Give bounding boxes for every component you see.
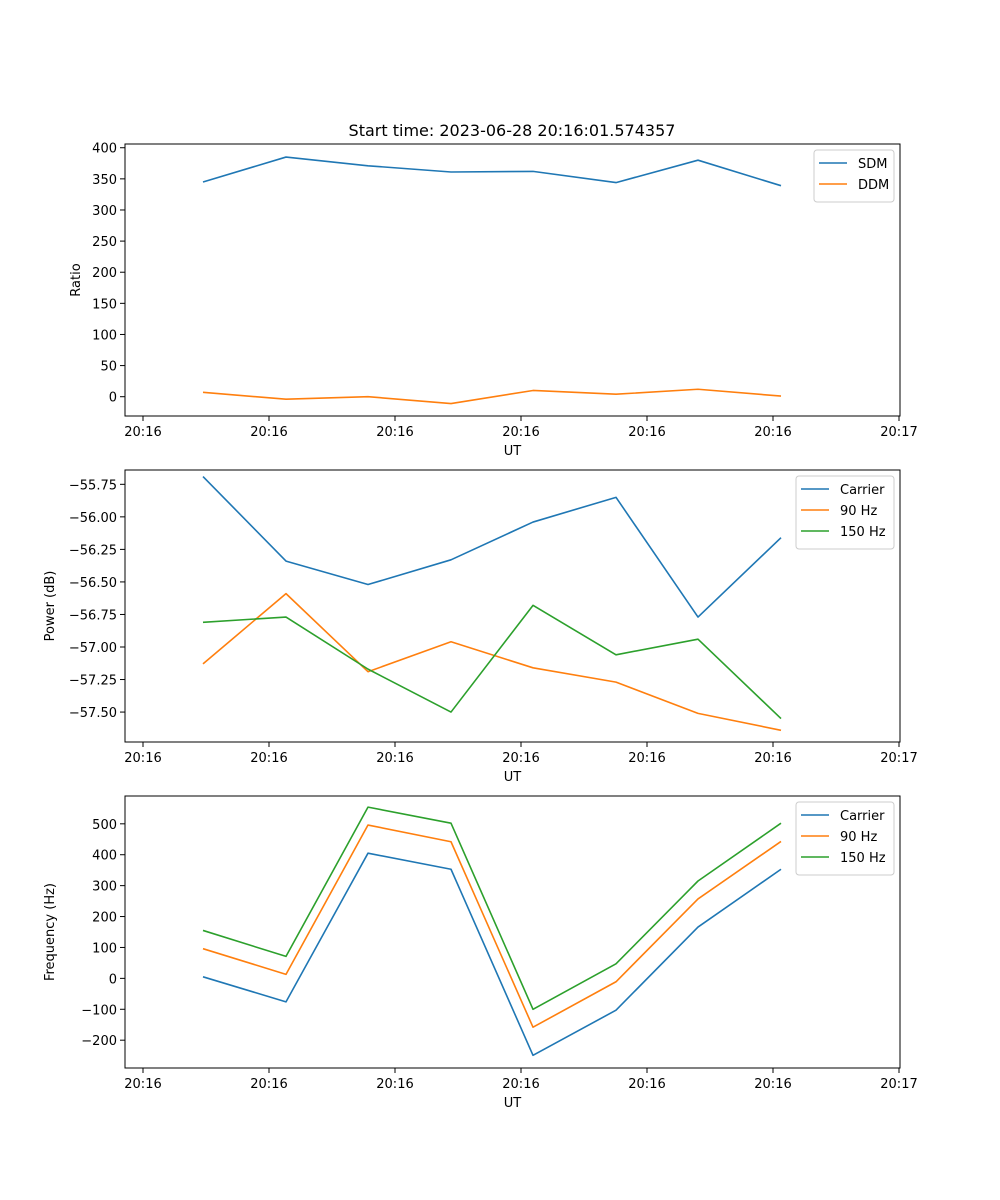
legend-label: Carrier <box>840 809 885 824</box>
y-tick-label: 0 <box>109 972 117 987</box>
x-tick-label: 20:17 <box>880 751 917 766</box>
x-tick-label: 20:16 <box>628 751 665 766</box>
series-line-sdm <box>202 156 782 187</box>
series-line-carrier <box>202 475 782 618</box>
series-line-90-hz <box>202 592 782 732</box>
x-axis-label: UT <box>504 770 522 785</box>
x-tick-label: 20:16 <box>754 425 791 440</box>
y-axis-label: Ratio <box>69 263 84 296</box>
legend-label: 90 Hz <box>840 504 877 519</box>
legend-label: DDM <box>858 178 889 193</box>
x-tick-label: 20:16 <box>124 425 161 440</box>
y-tick-label: 500 <box>92 818 117 833</box>
x-tick-label: 20:16 <box>376 751 413 766</box>
plot-frame <box>124 469 901 743</box>
y-tick-label: 100 <box>92 941 117 956</box>
legend-label: Carrier <box>840 483 885 498</box>
x-tick-label: 20:16 <box>628 1077 665 1092</box>
y-tick-label: 300 <box>92 880 117 895</box>
y-axis-label: Frequency (Hz) <box>43 883 58 981</box>
subplot-1: 0 50 100 150 200 250 300 350 400 20:16 20:16 20:16 2… <box>69 142 918 459</box>
x-axis-label: UT <box>504 1096 522 1111</box>
x-tick-label: 20:16 <box>376 425 413 440</box>
y-tick-label: −56.50 <box>69 576 117 591</box>
y-tick-label: 400 <box>92 849 117 864</box>
x-tick-label: 20:16 <box>754 1077 791 1092</box>
x-tick-label: 20:16 <box>502 1077 539 1092</box>
x-tick-label: 20:16 <box>376 1077 413 1092</box>
legend: Carrier 90 Hz 150 Hz <box>795 801 895 876</box>
subplot-2: −57.50 −57.25 −57.00 −56.75 −56.50 −56.25 −56.… <box>43 469 918 785</box>
x-tick-label: 20:16 <box>250 425 287 440</box>
y-tick-label: −57.50 <box>69 706 117 721</box>
y-tick-label: 300 <box>92 204 117 219</box>
x-tick-label: 20:16 <box>250 1077 287 1092</box>
y-tick-label: 350 <box>92 173 117 188</box>
legend-label: SDM <box>858 157 887 172</box>
series-line-90-hz <box>202 824 782 1028</box>
series-line-150-hz <box>202 806 782 1011</box>
y-tick-label: 200 <box>92 266 117 281</box>
y-tick-label: −55.75 <box>69 478 117 493</box>
series-line-carrier <box>202 852 782 1057</box>
legend-label: 150 Hz <box>840 851 886 866</box>
x-tick-label: 20:16 <box>124 1077 161 1092</box>
y-tick-label: 400 <box>92 142 117 157</box>
y-tick-label: −100 <box>81 1003 117 1018</box>
subplot-3: −200 −100 0 100 200 300 400 500 20:16 20:16 20:16 2… <box>43 795 918 1111</box>
y-tick-label: 0 <box>109 391 117 406</box>
legend: SDM DDM <box>813 149 895 203</box>
y-tick-label: 100 <box>92 328 117 343</box>
figure-title: Start time: 2023-06-28 20:16:01.574357 <box>349 121 676 140</box>
y-tick-label: −57.25 <box>69 674 117 689</box>
plot-frame <box>124 143 901 417</box>
x-axis-label: UT <box>504 444 522 459</box>
x-tick-label: 20:16 <box>628 425 665 440</box>
x-tick-label: 20:16 <box>502 425 539 440</box>
y-tick-label: −57.00 <box>69 641 117 656</box>
series-line-150-hz <box>202 604 782 720</box>
y-tick-label: 250 <box>92 235 117 250</box>
legend-label: 150 Hz <box>840 525 886 540</box>
x-tick-label: 20:17 <box>880 1077 917 1092</box>
series-line-ddm <box>202 388 782 405</box>
x-tick-label: 20:16 <box>502 751 539 766</box>
plot-frame <box>124 795 901 1069</box>
y-tick-label: 200 <box>92 911 117 926</box>
x-tick-label: 20:17 <box>880 425 917 440</box>
y-tick-label: −56.00 <box>69 511 117 526</box>
x-tick-label: 20:16 <box>124 751 161 766</box>
y-tick-label: 150 <box>92 297 117 312</box>
legend: Carrier 90 Hz 150 Hz <box>795 475 895 550</box>
plots: 0 50 100 150 200 250 300 350 400 20:16 20:16 20:16 2… <box>43 142 918 1111</box>
x-tick-label: 20:16 <box>250 751 287 766</box>
y-tick-label: 50 <box>100 360 117 375</box>
y-axis-label: Power (dB) <box>43 571 58 642</box>
y-tick-label: −200 <box>81 1034 117 1049</box>
x-tick-label: 20:16 <box>754 751 791 766</box>
y-tick-label: −56.25 <box>69 543 117 558</box>
y-tick-label: −56.75 <box>69 608 117 623</box>
legend-label: 90 Hz <box>840 830 877 845</box>
